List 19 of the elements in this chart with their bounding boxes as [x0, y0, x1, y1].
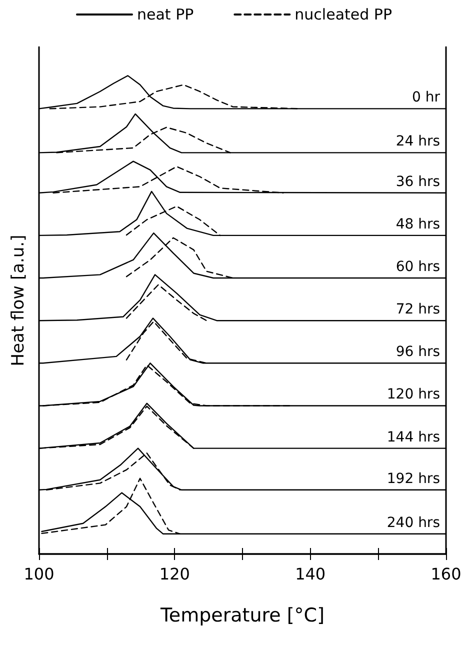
x-tick-label: 120 [159, 564, 190, 584]
x-tick-label: 160 [430, 564, 462, 584]
x-axis-title: Temperature [°C] [160, 604, 324, 626]
annotation: 96 hrs [396, 344, 440, 360]
y-axis-title: Heat flow [a.u.] [8, 234, 28, 366]
annotation: 240 hrs [386, 514, 440, 531]
annotation: 36 hrs [396, 174, 440, 190]
x-tick-label: 140 [295, 564, 326, 584]
annotation: 192 hrs [386, 470, 440, 487]
annotation: 72 hrs [396, 302, 440, 318]
annotation: 0 hr [412, 90, 440, 106]
annotation: 120 hrs [386, 386, 440, 403]
legend-label: neat PP [136, 6, 194, 24]
annotation: 60 hrs [396, 259, 440, 276]
legend-label: nucleated PP [294, 6, 392, 24]
annotation: 144 hrs [386, 429, 440, 446]
annotation: 24 hrs [396, 134, 440, 150]
annotation: 48 hrs [396, 216, 440, 232]
x-tick-label: 100 [24, 564, 54, 584]
